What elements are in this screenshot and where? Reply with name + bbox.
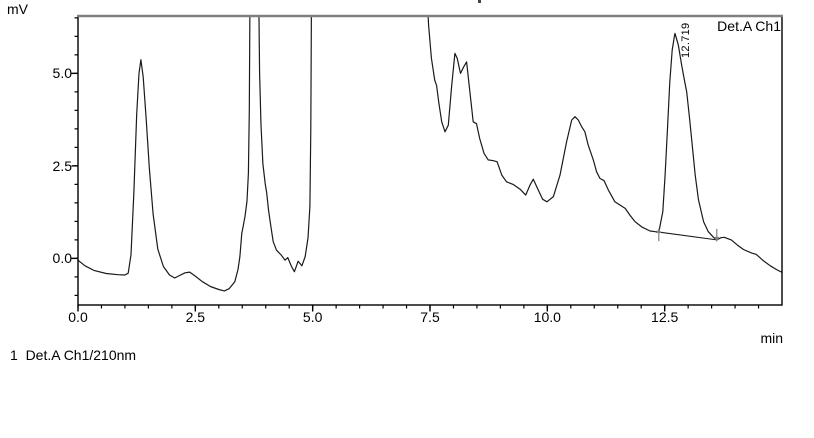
x-tick-label: 10.0 <box>533 309 561 325</box>
integration-marker-down-arrow <box>714 228 720 242</box>
channel-label: Det.A Ch1 <box>717 18 781 34</box>
footer-channel-info: 1 Det.A Ch1/210nm <box>10 347 137 363</box>
trace-path <box>77 16 783 292</box>
y-axis-ticks <box>71 17 78 296</box>
x-tick-label: 0.0 <box>68 309 88 325</box>
plot-frame <box>77 15 783 306</box>
x-axis-ticks <box>77 305 760 312</box>
y-tick-label: 0.0 <box>52 250 72 267</box>
y-axis-unit-label: mV <box>7 1 28 17</box>
y-tick-label: 5.0 <box>52 65 72 82</box>
integration-marker-up-arrow <box>656 228 662 242</box>
x-tick-label: 12.5 <box>651 309 679 325</box>
clipped-text-artifact <box>478 0 481 3</box>
integration-baseline <box>658 231 717 241</box>
peak-retention-time-label: 12.719 <box>680 22 692 58</box>
x-tick-label: 2.5 <box>185 309 206 325</box>
x-tick-label: 5.0 <box>302 309 323 325</box>
x-tick-label: 7.5 <box>420 309 440 325</box>
y-tick-label: 2.5 <box>52 157 72 174</box>
x-axis-unit-label: min <box>760 330 783 346</box>
